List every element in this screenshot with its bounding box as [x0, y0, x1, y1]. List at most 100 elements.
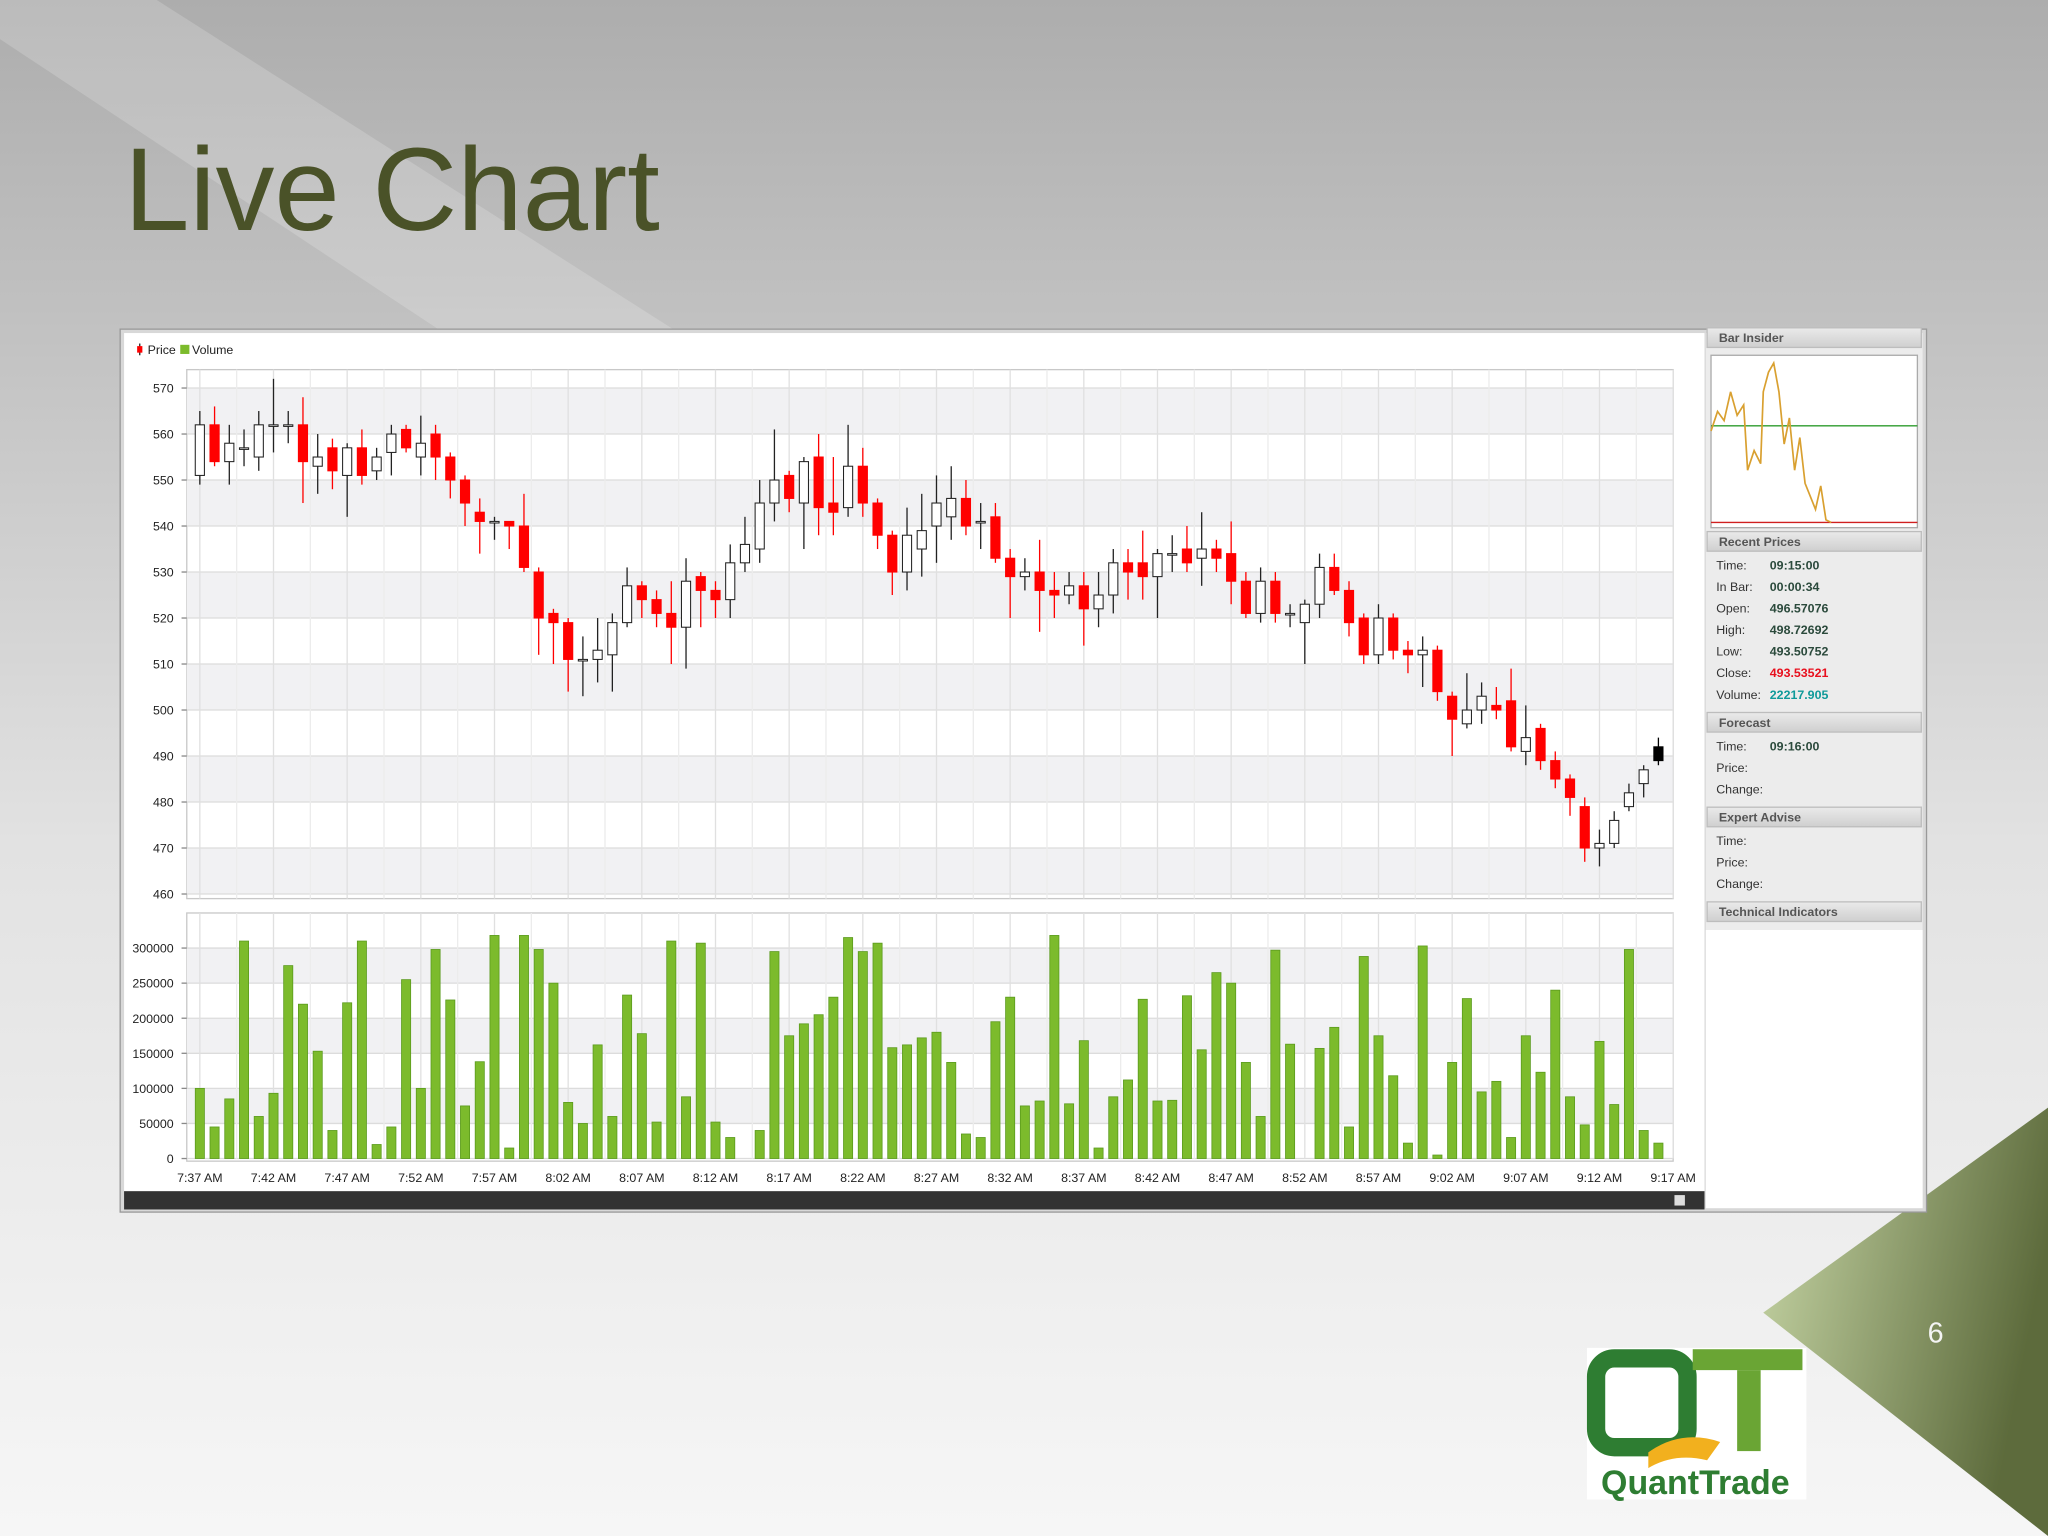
- candle-body: [342, 447, 353, 476]
- candle-body: [931, 502, 942, 527]
- volume-bar: [401, 979, 412, 1159]
- x-tick-label: 8:47 AM: [1208, 1171, 1253, 1185]
- volume-bar: [1034, 1100, 1045, 1159]
- candle-body: [1505, 700, 1517, 748]
- candle-body: [725, 562, 736, 601]
- candle-body: [813, 456, 824, 509]
- side-panel-empty: [1705, 929, 1923, 1209]
- logo-swoosh: [1648, 1437, 1721, 1469]
- candle-body: [283, 424, 294, 427]
- candle-body: [1299, 603, 1310, 624]
- corner-triangle: [1763, 1107, 2048, 1536]
- logo-t-bar: [1692, 1349, 1803, 1371]
- volume-bar: [460, 1105, 470, 1159]
- volume-bar: [754, 1130, 765, 1159]
- volume-bar: [1344, 1126, 1354, 1159]
- candle-body: [1358, 617, 1369, 656]
- volume-bar: [371, 1144, 382, 1159]
- candle-body: [489, 520, 500, 524]
- volume-bar: [636, 1033, 647, 1159]
- field-value: 09:15:00: [1770, 558, 1820, 572]
- x-tick-label: 7:47 AM: [324, 1171, 369, 1185]
- volume-bar: [239, 940, 249, 1159]
- y-tick-label: 300000: [132, 942, 173, 956]
- x-tick-label: 7:42 AM: [251, 1171, 296, 1185]
- candle-body: [1122, 562, 1134, 573]
- logo-text: QuantTrade: [1601, 1464, 1790, 1502]
- panel-header: [1706, 901, 1922, 923]
- x-tick-label: 8:52 AM: [1282, 1171, 1327, 1185]
- candle-body: [563, 622, 574, 660]
- volume-bar: [577, 1123, 588, 1159]
- candle-body: [622, 585, 633, 624]
- volume-bar: [327, 1130, 338, 1159]
- candle-body: [1255, 580, 1266, 614]
- candle-body: [445, 456, 456, 481]
- candle-body: [1461, 709, 1472, 725]
- candle-body: [1108, 562, 1119, 596]
- volume-bar: [990, 1021, 1001, 1159]
- volume-bar: [1255, 1116, 1266, 1159]
- legend-icon: [180, 344, 190, 354]
- volume-bar: [312, 1050, 323, 1159]
- field-label: Price:: [1716, 856, 1748, 870]
- candle-body: [695, 576, 706, 591]
- field-label: Time:: [1716, 834, 1747, 848]
- candle-body: [386, 433, 397, 453]
- panel-header: [1706, 327, 1922, 349]
- volume-bar: [1609, 1104, 1620, 1159]
- volume-bar: [298, 1003, 308, 1159]
- volume-bar: [1373, 1035, 1384, 1159]
- candle-body: [1579, 806, 1590, 849]
- field-label: Volume:: [1716, 688, 1761, 702]
- y-tick-label: 200000: [132, 1012, 173, 1026]
- candle-body: [1019, 571, 1030, 578]
- volume-bar: [253, 1116, 264, 1159]
- scrollbar[interactable]: [124, 1191, 1705, 1210]
- volume-bar: [1535, 1071, 1546, 1159]
- candle-body: [1491, 704, 1502, 711]
- volume-bar: [548, 982, 559, 1159]
- volume-bar: [1123, 1079, 1133, 1159]
- candle-body: [1181, 548, 1193, 564]
- field-label: Close:: [1716, 666, 1751, 680]
- volume-bar: [1520, 1035, 1531, 1159]
- y-tick-label: 0: [167, 1152, 174, 1166]
- volume-bar: [622, 994, 633, 1159]
- field-label: Change:: [1716, 782, 1763, 796]
- volume-bar: [902, 1044, 912, 1159]
- volume-bar: [769, 951, 780, 1159]
- candle-body: [474, 511, 485, 522]
- panel-header-label: Technical Indicators: [1719, 905, 1838, 919]
- volume-bar: [1653, 1142, 1664, 1159]
- field-label: Open:: [1716, 602, 1750, 616]
- candle-body: [1314, 566, 1325, 605]
- x-tick-label: 7:37 AM: [177, 1171, 222, 1185]
- volume-bar: [474, 1061, 485, 1159]
- y-tick-label: 560: [153, 428, 174, 442]
- field-label: In Bar:: [1716, 580, 1753, 594]
- volume-bar: [710, 1121, 721, 1159]
- field-value: 493.53521: [1770, 666, 1829, 680]
- volume-bar: [946, 1062, 957, 1159]
- y-tick-label: 50000: [139, 1117, 174, 1131]
- volume-bar: [931, 1031, 942, 1159]
- volume-bar: [1476, 1091, 1487, 1159]
- candle-body: [1402, 649, 1414, 656]
- volume-bar: [1402, 1142, 1413, 1159]
- candle-body: [754, 502, 765, 550]
- scrollbar-thumb[interactable]: [1674, 1195, 1685, 1206]
- x-tick-label: 8:17 AM: [766, 1171, 811, 1185]
- candle-body: [1417, 649, 1428, 656]
- volume-bar: [798, 1023, 809, 1159]
- candle-body: [1240, 580, 1251, 614]
- y-tick-label: 480: [153, 796, 174, 810]
- y-tick-label: 520: [153, 612, 174, 626]
- panel-header-label: Forecast: [1719, 716, 1771, 730]
- volume-bar: [1358, 956, 1369, 1159]
- volume-bar: [828, 996, 839, 1159]
- volume-bar: [1329, 1026, 1340, 1159]
- x-tick-label: 8:07 AM: [619, 1171, 664, 1185]
- field-value: 22217.905: [1770, 688, 1829, 702]
- panel-header-label: Bar Insider: [1719, 331, 1784, 345]
